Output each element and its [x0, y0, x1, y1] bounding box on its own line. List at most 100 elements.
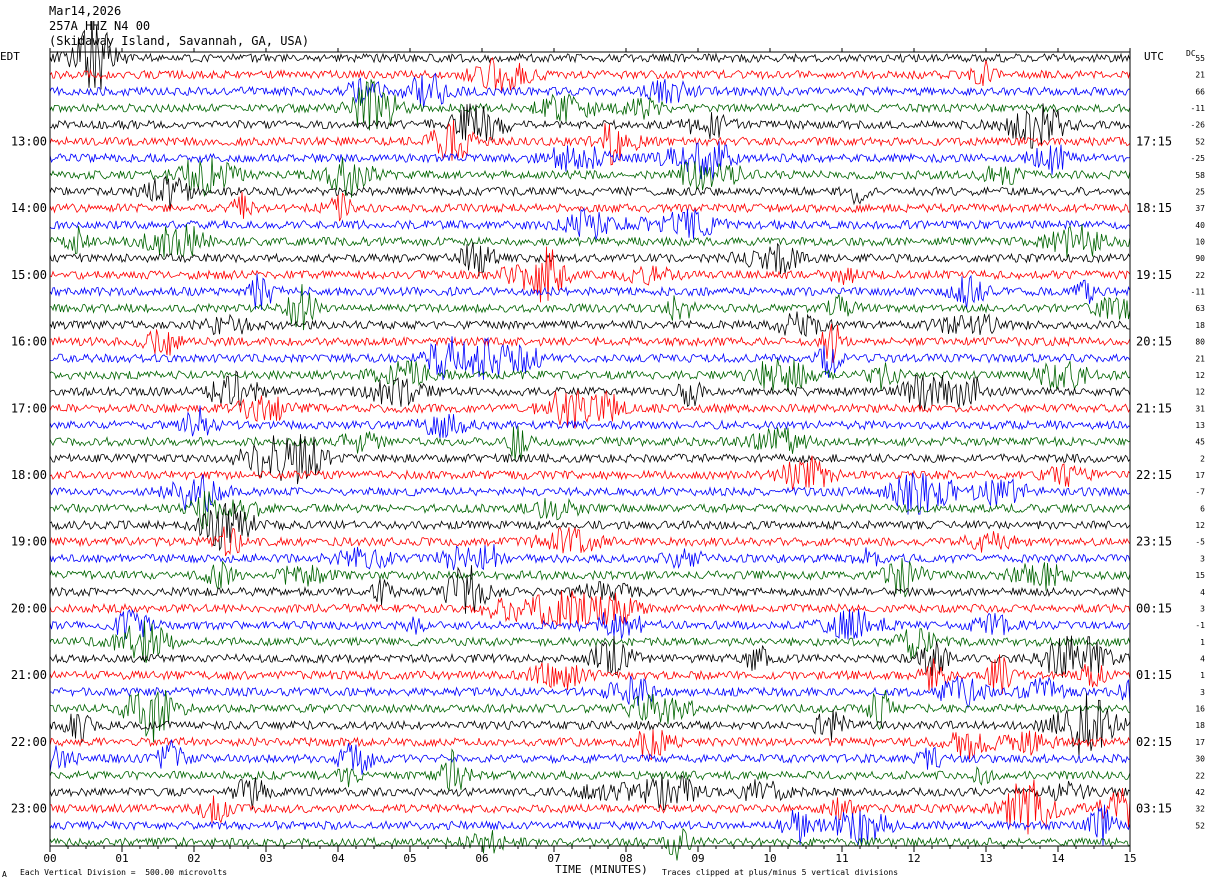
x-tick-label: 08: [619, 852, 632, 865]
x-tick-label: 10: [763, 852, 776, 865]
edt-hour-label: 18:00: [11, 468, 47, 482]
dc-offset-label: -7: [1195, 488, 1205, 497]
seismic-trace: [49, 175, 1131, 211]
seismic-trace: [49, 242, 1131, 277]
dc-offset-label: -25: [1191, 154, 1206, 163]
x-tick-label: 14: [1051, 852, 1065, 865]
seismic-trace: [49, 246, 1131, 303]
dc-offset-label: 3: [1200, 554, 1205, 563]
dc-offset-label: 21: [1195, 354, 1205, 363]
edt-hour-label: 22:00: [11, 735, 47, 749]
dc-offset-label: 4: [1200, 655, 1205, 664]
dc-offset-label: 1: [1200, 638, 1205, 647]
edt-hour-label: 16:00: [11, 335, 47, 349]
x-tick-label: 04: [331, 852, 345, 865]
seismic-trace: [49, 223, 1131, 258]
seismic-trace: [49, 690, 1131, 743]
seismic-trace: [49, 120, 1131, 166]
x-tick-label: 06: [475, 852, 488, 865]
seismic-trace: [49, 284, 1131, 331]
dc-label: DC: [1186, 49, 1196, 58]
dc-offset-label: 2: [1200, 454, 1205, 463]
edt-hour-label: 14:00: [11, 201, 47, 215]
utc-hour-label: 19:15: [1136, 268, 1172, 282]
seismic-trace: [49, 455, 1131, 490]
seismic-trace: [49, 191, 1131, 222]
edt-hour-label: 21:00: [11, 668, 47, 682]
dc-offset-label: 3: [1200, 688, 1205, 697]
seismic-trace: [49, 156, 1131, 198]
dc-offset-label: 63: [1195, 304, 1205, 313]
seismic-trace: [49, 491, 1131, 530]
seismic-trace: [49, 804, 1131, 846]
dc-offset-label: 52: [1195, 821, 1205, 830]
dc-offset-label: 90: [1195, 254, 1205, 263]
trace-group: [49, 20, 1131, 861]
seismic-trace: [49, 434, 1131, 485]
seismic-trace: [49, 590, 1131, 628]
seismic-trace: [49, 323, 1131, 363]
dc-offset-label: 17: [1195, 471, 1205, 480]
utc-hour-label: 17:15: [1136, 134, 1172, 148]
x-tick-label: 03: [259, 852, 272, 865]
dc-offset-label: 12: [1195, 371, 1205, 380]
x-tick-label: 07: [547, 852, 560, 865]
x-tick-label: 09: [691, 852, 704, 865]
seismic-trace: [49, 207, 1131, 240]
dc-offset-label: -1: [1195, 621, 1205, 630]
seismic-trace: [49, 739, 1131, 775]
seismic-trace: [49, 405, 1131, 439]
seismic-trace: [49, 311, 1130, 337]
seismic-trace: [49, 358, 1131, 393]
seismic-trace: [49, 827, 1131, 861]
dc-offset-label: -11: [1191, 104, 1206, 113]
seismic-trace: [49, 56, 1131, 92]
seismic-trace: [49, 79, 1131, 131]
x-tick-label: 00: [43, 852, 56, 865]
edt-hour-label: 15:00: [11, 268, 47, 282]
utc-label: UTC: [1144, 50, 1164, 63]
dc-offset-label: 3: [1200, 604, 1205, 613]
x-tick-label: 01: [115, 852, 128, 865]
seismic-trace: [49, 141, 1131, 181]
x-tick-label: 12: [907, 852, 920, 865]
edt-hour-label: 13:00: [11, 134, 47, 148]
x-axis-title: TIME (MINUTES): [555, 863, 648, 876]
dc-offset-label: 30: [1195, 755, 1205, 764]
dc-offset-label: 32: [1195, 805, 1205, 814]
seismic-trace: [49, 426, 1131, 461]
x-tick-label: 02: [187, 852, 200, 865]
seismic-trace: [49, 748, 1131, 792]
dc-offset-label: 37: [1195, 204, 1205, 213]
dc-offset-label: 1: [1200, 671, 1205, 680]
dc-offset-label: 52: [1195, 137, 1205, 146]
seismic-trace: [49, 273, 1131, 310]
utc-hour-label: 02:15: [1136, 735, 1172, 749]
seismic-trace: [49, 608, 1131, 640]
seismic-trace: [49, 20, 1131, 90]
utc-hour-label: 21:15: [1136, 401, 1172, 415]
seismic-trace: [49, 502, 1131, 552]
dc-offset-label: 66: [1195, 87, 1205, 96]
footer-mark: A: [2, 870, 7, 879]
x-tick-label: 13: [979, 852, 992, 865]
edt-hour-label: 17:00: [11, 401, 47, 415]
seismic-trace: [50, 675, 1131, 709]
seismic-trace: [49, 620, 1131, 664]
seismic-trace: [49, 544, 1131, 571]
seismic-trace: [49, 336, 1131, 381]
seismic-trace: [49, 693, 1131, 757]
dc-offset-label: 55: [1195, 54, 1205, 63]
header-location: (Skidaway Island, Savannah, GA, USA): [49, 34, 310, 48]
seismic-trace: [49, 526, 1131, 557]
dc-offset-label: 4: [1200, 588, 1205, 597]
dc-offset-label: -26: [1191, 121, 1206, 130]
seismic-trace: [49, 773, 1131, 811]
seismic-trace: [49, 558, 1131, 598]
dc-offset-label: 45: [1195, 438, 1205, 447]
x-tick-label: 05: [403, 852, 416, 865]
dc-offset-label: 31: [1195, 404, 1205, 413]
x-tick-label: 11: [835, 852, 848, 865]
edt-hour-label: 19:00: [11, 535, 47, 549]
dc-offset-label: 16: [1195, 705, 1205, 714]
